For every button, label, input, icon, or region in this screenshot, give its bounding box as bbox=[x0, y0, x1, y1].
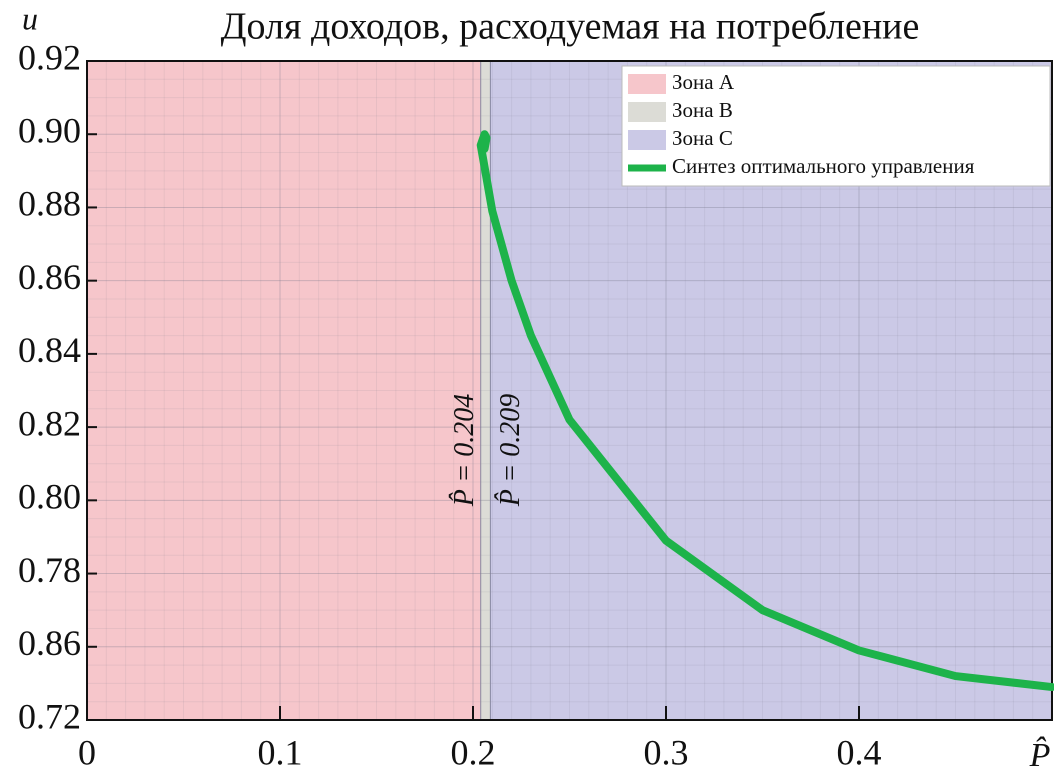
x-tick-label: 0.2 bbox=[451, 732, 496, 772]
y-tick-label: 0.78 bbox=[18, 550, 81, 590]
legend-label: Синтез оптимального управления bbox=[672, 154, 975, 178]
x-tick-label: 0 bbox=[78, 732, 96, 772]
legend-label: Зона A bbox=[672, 70, 735, 94]
legend-box bbox=[621, 65, 1051, 187]
x-tick-label: 0.4 bbox=[837, 732, 882, 772]
x-tick-label: 0.3 bbox=[644, 732, 689, 772]
chart-title: Доля доходов, расходуемая на потребление bbox=[221, 6, 920, 48]
x-axis-label: P̂ bbox=[1029, 736, 1051, 774]
legend-swatch bbox=[628, 130, 666, 150]
y-tick-label: 0.82 bbox=[18, 403, 81, 443]
zone bbox=[87, 61, 481, 720]
annotation: P̂ = 0.209 bbox=[495, 394, 526, 508]
y-tick-label: 0.72 bbox=[18, 696, 81, 736]
y-tick-label: 0.86 bbox=[18, 257, 81, 297]
line bbox=[476, 130, 1054, 692]
legend-swatch bbox=[628, 102, 666, 122]
plot-frame bbox=[86, 60, 1053, 721]
y-tick-label: 0.92 bbox=[18, 37, 81, 77]
y-tick-label: 0.86 bbox=[18, 623, 81, 663]
legend-swatch bbox=[628, 74, 666, 94]
x-tick-label: 0.1 bbox=[258, 732, 303, 772]
y-tick-label: 0.90 bbox=[18, 110, 81, 150]
y-tick-label: 0.80 bbox=[18, 477, 81, 517]
legend-label: Зона C bbox=[672, 126, 733, 150]
zone bbox=[480, 61, 491, 720]
y-axis-label: u bbox=[22, 0, 38, 36]
annotation: P̂ = 0.204 bbox=[449, 394, 480, 508]
y-tick-label: 0.84 bbox=[18, 330, 81, 370]
y-tick-label: 0.88 bbox=[18, 184, 81, 224]
legend-label: Зона B bbox=[672, 98, 733, 122]
